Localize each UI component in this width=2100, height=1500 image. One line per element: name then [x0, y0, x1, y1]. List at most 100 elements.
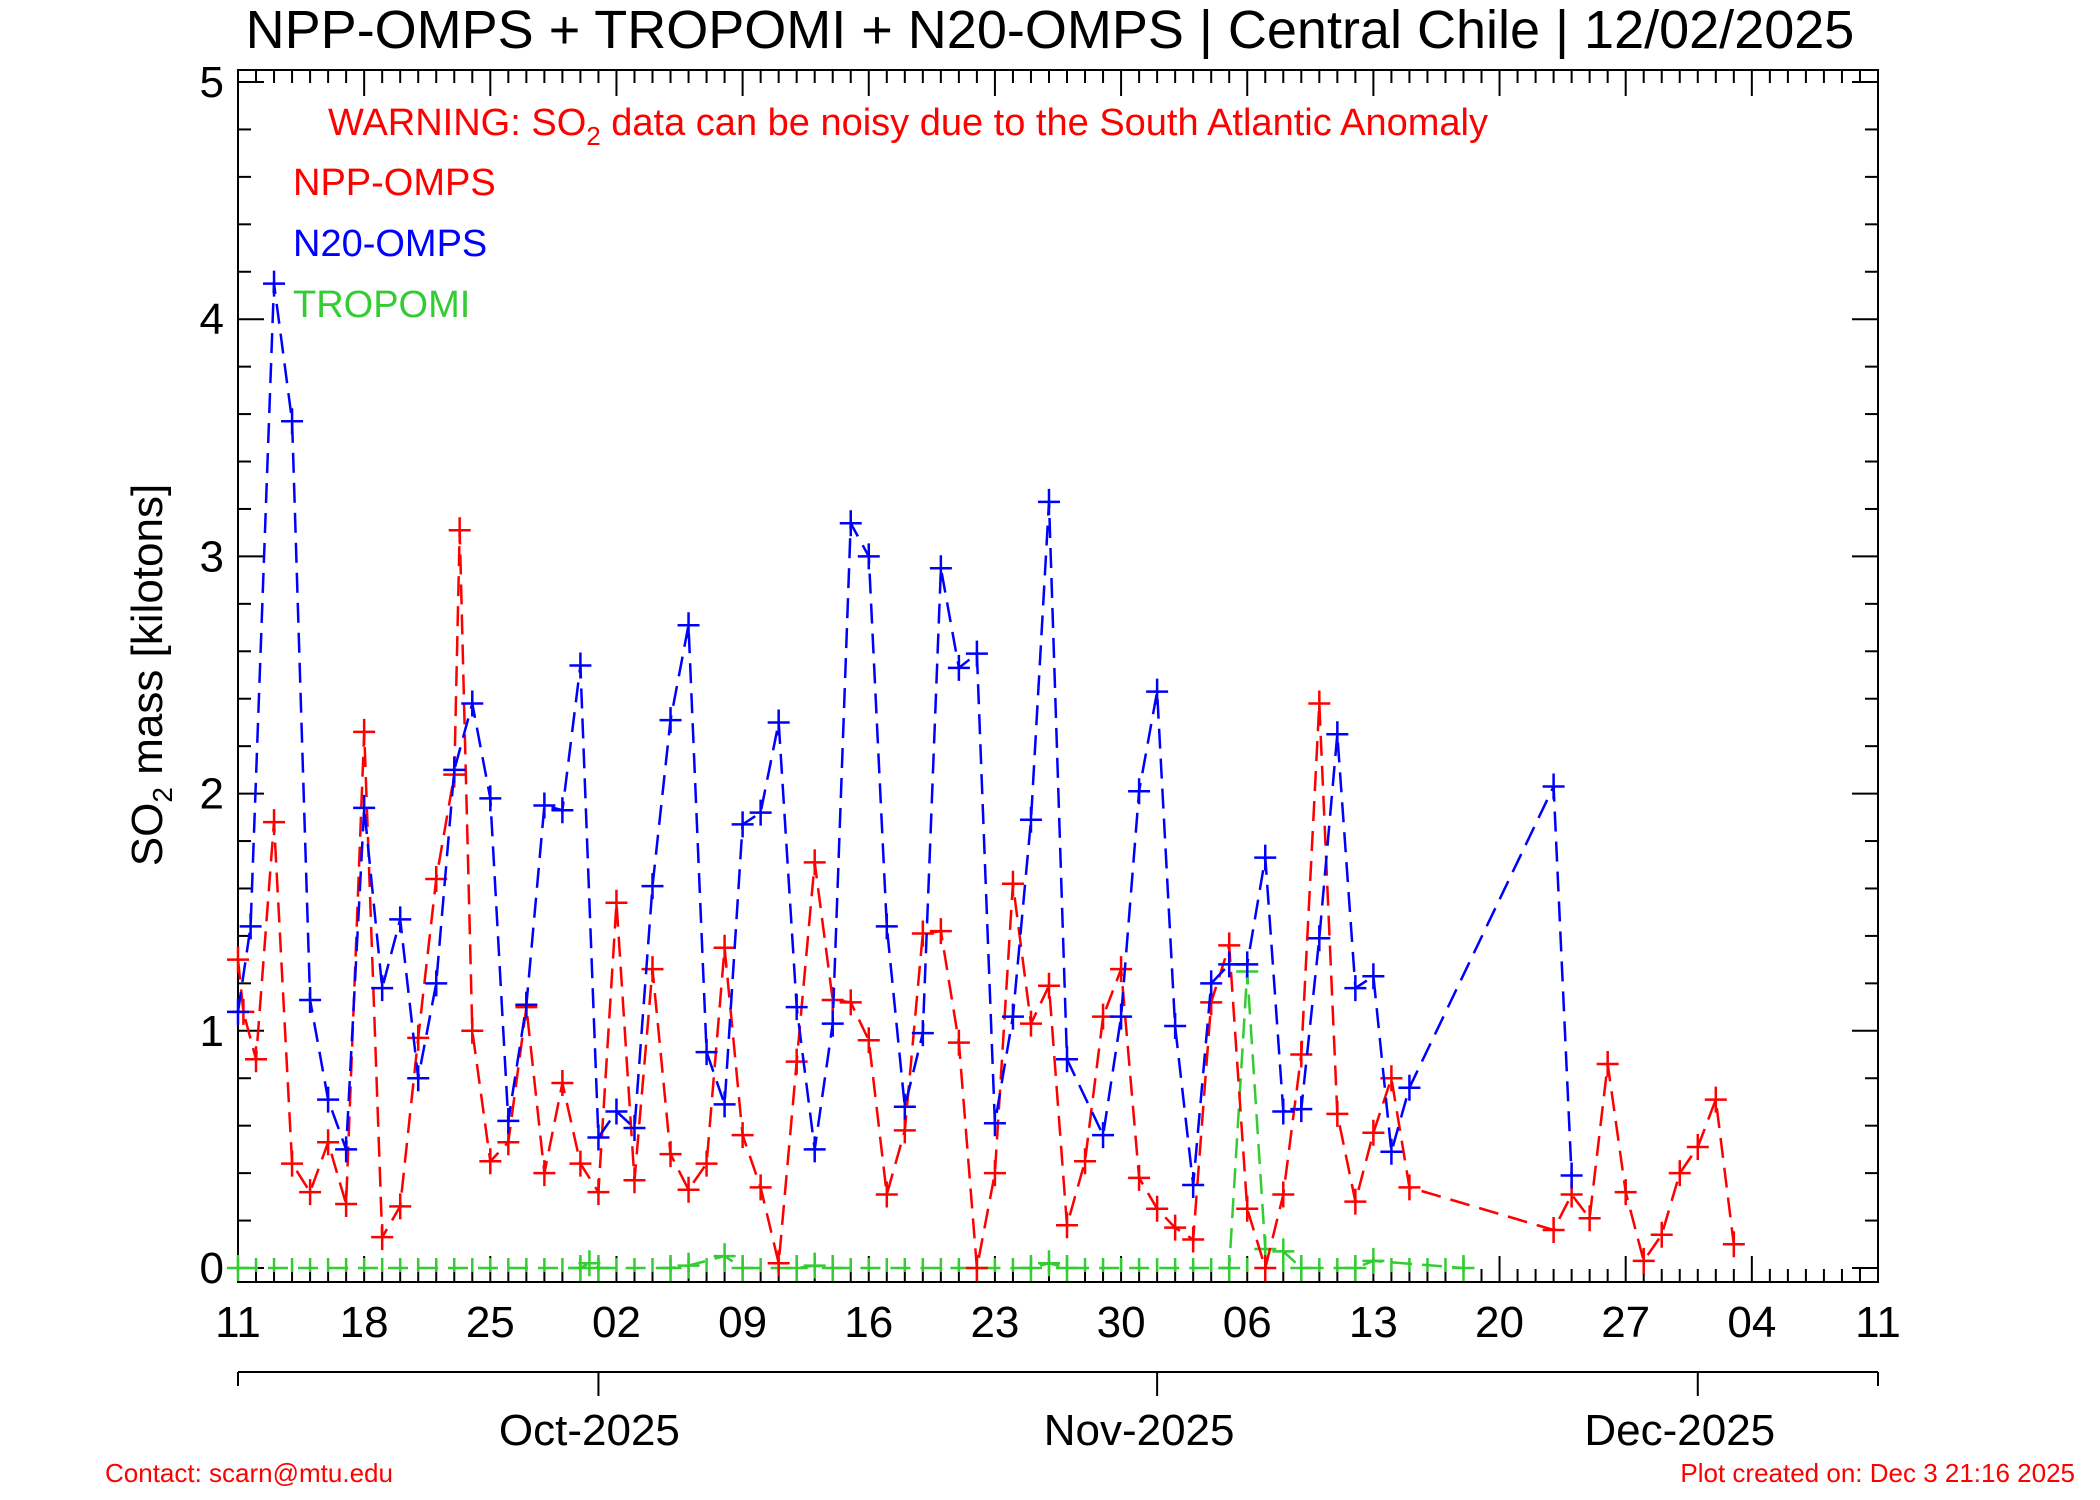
data-point: [983, 1160, 1006, 1187]
series-line-n20-omps: [236, 283, 1573, 1186]
data-point: [1236, 1195, 1259, 1222]
data-point: [425, 865, 448, 892]
data-point: [1001, 1003, 1024, 1030]
data-point: [587, 1179, 610, 1206]
data-point: [767, 709, 790, 736]
data-point: [587, 1124, 610, 1151]
data-point: [695, 1150, 718, 1177]
x-tick-label: 09: [718, 1298, 767, 1347]
data-point: [1272, 1098, 1295, 1125]
data-point: [839, 989, 862, 1016]
data-point: [479, 785, 502, 812]
data-point: [497, 1107, 520, 1134]
x-tick-label: 04: [1727, 1298, 1776, 1347]
data-point: [1236, 951, 1259, 978]
data-point: [1326, 1100, 1349, 1127]
data-point: [1542, 1217, 1565, 1244]
data-point: [263, 809, 286, 836]
data-point: [1254, 844, 1277, 871]
data-point: [875, 913, 898, 940]
data-point: [713, 934, 736, 961]
y-tick-label: 4: [200, 295, 224, 344]
x-tick-label: 23: [970, 1298, 1019, 1347]
data-point: [803, 1136, 826, 1163]
data-point: [239, 913, 262, 940]
month-axis: Oct-2025 Nov-2025 Dec-2025: [237, 1371, 1879, 1455]
data-point: [767, 1250, 790, 1277]
x-tick-label: 30: [1097, 1298, 1146, 1347]
data-point: [569, 652, 592, 679]
data-point: [1056, 1212, 1079, 1239]
data-point: [407, 1024, 430, 1051]
data-point: [911, 920, 934, 947]
y-axis-label: SO2 mass [kilotons]: [123, 484, 178, 866]
x-tick-label: 27: [1601, 1298, 1650, 1347]
data-point: [227, 946, 249, 973]
data-point: [1326, 721, 1349, 748]
data-point: [1290, 1096, 1313, 1123]
data-point: [983, 1110, 1006, 1137]
chart-title: NPP-OMPS + TROPOMI + N20-OMPS | Central …: [246, 0, 1855, 60]
data-point: [371, 1224, 394, 1251]
data-point: [389, 906, 412, 933]
data-point: [371, 975, 394, 1002]
data-point: [1290, 1041, 1313, 1068]
data-point: [623, 1167, 646, 1194]
data-point: [1074, 1148, 1097, 1175]
data-point: [731, 811, 754, 838]
data-point: [281, 408, 304, 435]
data-point: [1722, 1231, 1745, 1258]
data-point: [353, 794, 376, 821]
data-point: [677, 1176, 700, 1203]
data-point: [1704, 1086, 1727, 1113]
data-point: [1560, 1162, 1583, 1189]
data-point: [893, 1093, 916, 1120]
data-point: [227, 998, 249, 1025]
data-point: [965, 1255, 988, 1281]
data-point: [533, 1160, 556, 1187]
data-point: [1596, 1051, 1619, 1078]
month-label: Nov-2025: [1044, 1406, 1235, 1455]
data-point: [821, 1010, 844, 1037]
data-point: [335, 1136, 358, 1163]
data-point: [569, 1150, 592, 1177]
data-point: [659, 1141, 682, 1168]
data-point: [479, 1148, 502, 1175]
plot-frame: [237, 69, 1879, 1283]
data-point: [1200, 970, 1223, 997]
y-tick-label: 2: [200, 770, 224, 819]
data-point: [1182, 1171, 1205, 1198]
data-point: [1632, 1247, 1655, 1274]
data-point: [1092, 1122, 1115, 1149]
data-point: [875, 1181, 898, 1208]
data-point: [335, 1190, 358, 1217]
x-tick-label: 16: [844, 1298, 893, 1347]
data-point: [929, 918, 952, 945]
data-point: [461, 1017, 484, 1044]
data-point: [515, 991, 538, 1018]
data-point: [605, 1098, 628, 1125]
series-line-tropomi: [238, 971, 1464, 1270]
data-point: [857, 543, 880, 570]
data-point: [839, 510, 862, 537]
data-point: [389, 1193, 412, 1220]
data-point: [1056, 1046, 1079, 1073]
data-point: [461, 690, 484, 717]
data-point: [1146, 1195, 1169, 1222]
data-point: [1272, 1181, 1295, 1208]
data-point: [299, 1179, 322, 1206]
data-point: [785, 994, 808, 1021]
x-tick-label: 11: [215, 1298, 261, 1347]
y-tick-label: 1: [200, 1007, 224, 1056]
data-point: [263, 270, 286, 297]
data-point: [1344, 1188, 1367, 1215]
data-point: [749, 799, 772, 826]
data-point: [893, 1117, 916, 1144]
data-point: [1362, 1119, 1385, 1146]
data-point: [1254, 1255, 1277, 1281]
data-point: [713, 1091, 736, 1118]
data-point: [1164, 1214, 1187, 1241]
month-label: Dec-2025: [1584, 1406, 1775, 1455]
data-point: [1542, 773, 1565, 800]
data-point: [641, 956, 664, 983]
